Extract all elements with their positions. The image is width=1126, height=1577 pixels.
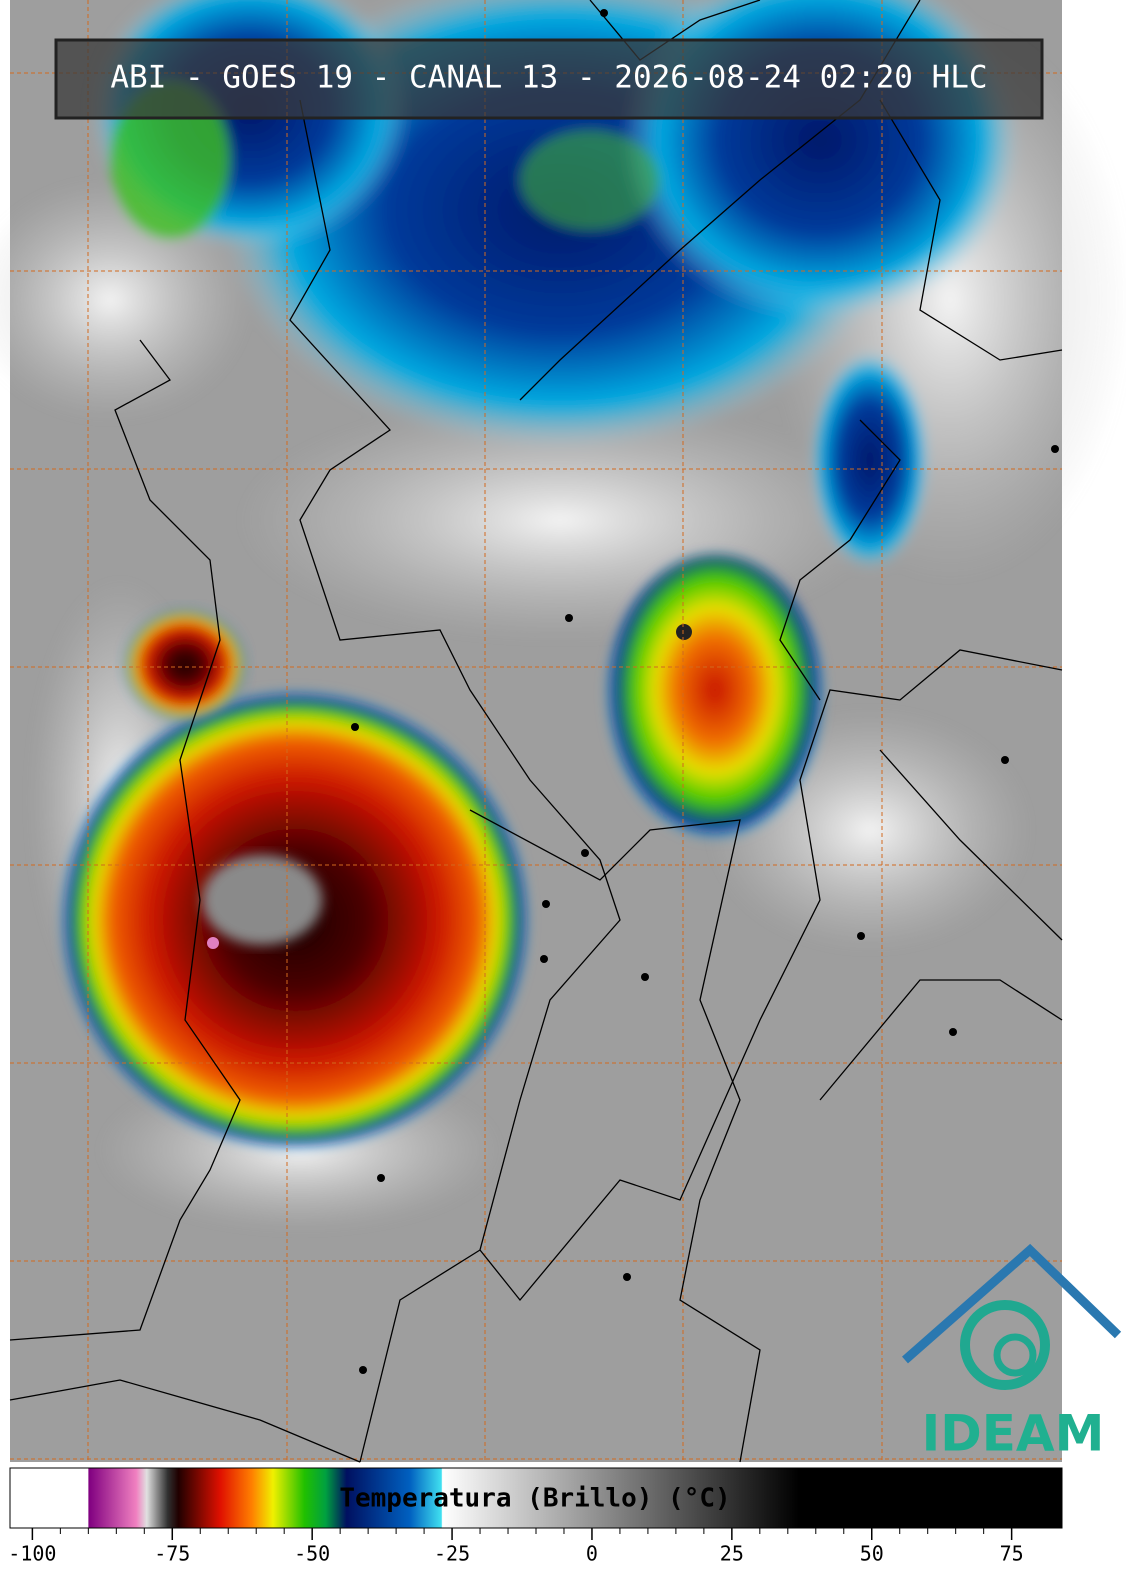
- tick-label: 25: [720, 1542, 744, 1566]
- tick-label: -25: [434, 1542, 470, 1566]
- tick-label: -75: [154, 1542, 190, 1566]
- tick-label: 0: [586, 1542, 598, 1566]
- colorbar-gradient: [9, 1467, 1063, 1529]
- cities: [351, 9, 1059, 1374]
- title: ABI - GOES 19 - CANAL 13 - 2026-08-24 02…: [110, 60, 987, 96]
- title-box: [54, 38, 1044, 120]
- map: IDEAM ABI - GOES 19 - CANAL 13 - 2026-08…: [0, 0, 1126, 1463]
- tick-label: -100: [8, 1542, 56, 1566]
- storms: [60, 555, 825, 1150]
- tick-label: 75: [1000, 1542, 1024, 1566]
- tick-label: 50: [860, 1542, 884, 1566]
- colorbar: Temperatura (Brillo) (°C): [9, 1467, 1063, 1529]
- logo-text: IDEAM: [922, 1405, 1105, 1463]
- logo: IDEAM: [902, 1243, 1122, 1463]
- tick-label: -50: [294, 1542, 330, 1566]
- colorbar-label: Temperatura (Brillo) (°C): [339, 1484, 730, 1514]
